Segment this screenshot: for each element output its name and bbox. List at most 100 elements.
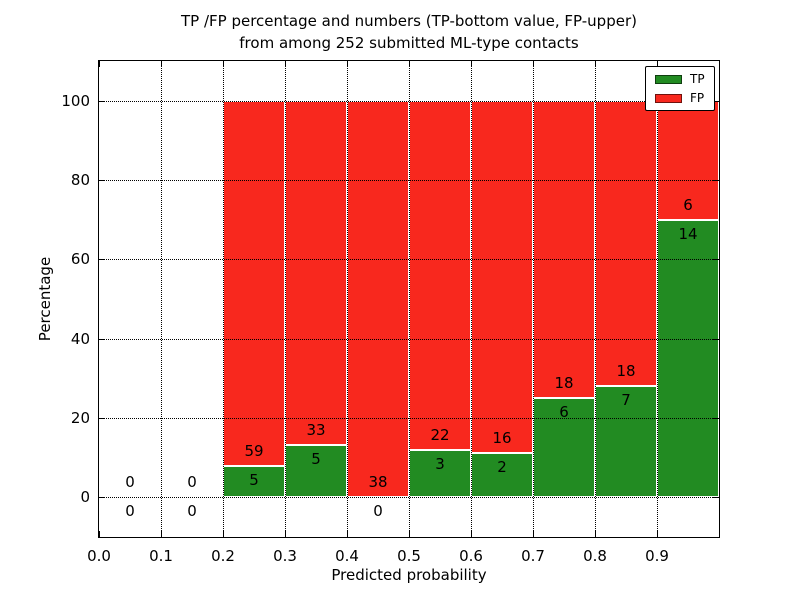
bar-segment-fp [223, 100, 285, 467]
y-tick-label: 100 [61, 91, 90, 110]
x-tick-label: 0.0 [87, 547, 111, 565]
x-tick-label: 0.7 [521, 547, 545, 565]
bar-segment-fp [595, 100, 657, 387]
fp-count-label: 0 [187, 473, 197, 492]
y-tick-right [713, 180, 719, 181]
tp-count-label: 6 [559, 403, 569, 422]
legend-swatch-fp [655, 93, 682, 103]
chart-title-line2: from among 252 submitted ML-type contact… [239, 34, 579, 52]
y-tick-label: 40 [70, 329, 90, 348]
x-tick-label: 0.9 [645, 547, 669, 565]
bar-segment-tp [471, 453, 533, 498]
tp-count-label: 0 [125, 502, 135, 521]
fp-count-label: 0 [125, 473, 135, 492]
x-tick-label: 0.1 [149, 547, 173, 565]
x-tick-top [285, 61, 286, 67]
gridline-vertical [657, 61, 658, 537]
legend: TP FP [645, 66, 715, 111]
x-tick [533, 531, 534, 537]
x-tick-top [595, 61, 596, 67]
y-tick-label: 0 [80, 488, 90, 507]
x-tick-top [533, 61, 534, 67]
y-axis-label: Percentage [36, 256, 54, 342]
bar-segment-fp [533, 100, 595, 399]
fp-count-label: 38 [368, 473, 388, 492]
bar-segment-fp [471, 100, 533, 454]
tp-count-label: 5 [249, 471, 259, 490]
x-tick-top [161, 61, 162, 67]
tp-count-label: 3 [435, 454, 445, 473]
plot-area: 0 0 0 0 59 5 33 5 38 0 22 3 16 2 18 6 18 7 6 14 [98, 60, 720, 538]
tp-count-label: 7 [621, 391, 631, 410]
x-tick-label: 0.6 [459, 547, 483, 565]
fp-count-label: 59 [244, 442, 264, 461]
tp-count-label: 2 [497, 458, 507, 477]
fp-count-label: 6 [683, 195, 693, 214]
x-tick [285, 531, 286, 537]
gridline-vertical [595, 61, 596, 537]
y-tick [99, 259, 105, 261]
fp-count-label: 22 [430, 425, 450, 444]
gridline-vertical [533, 61, 534, 537]
x-tick-top [99, 61, 100, 67]
tp-count-label: 14 [678, 224, 698, 243]
x-tick [657, 531, 658, 537]
y-tick-right [713, 100, 719, 102]
tp-count-label: 0 [373, 502, 383, 521]
x-tick [161, 531, 162, 537]
fp-count-label: 33 [306, 421, 326, 440]
y-tick [99, 418, 105, 419]
x-tick [99, 531, 100, 537]
y-tick [99, 497, 105, 499]
y-tick-right [713, 338, 719, 340]
gridline-vertical [471, 61, 472, 537]
y-tick [99, 338, 105, 340]
bar-segment-tp [657, 219, 719, 498]
x-tick [409, 531, 410, 537]
tp-count-label: 0 [187, 502, 197, 521]
bar-segment-fp [347, 100, 409, 498]
x-tick [223, 531, 224, 537]
tp-count-label: 5 [311, 450, 321, 469]
x-tick [347, 531, 348, 537]
x-tick-label: 0.2 [211, 547, 235, 565]
bar-segment-tp [285, 445, 347, 498]
gridline-vertical [285, 61, 286, 537]
x-tick-label: 0.8 [583, 547, 607, 565]
x-tick-top [223, 61, 224, 67]
gridline-vertical [409, 61, 410, 537]
gridline-vertical [347, 61, 348, 537]
legend-label-tp: TP [690, 72, 705, 86]
x-tick [595, 531, 596, 537]
chart-title: TP /FP percentage and numbers (TP-bottom… [98, 10, 720, 54]
x-tick-top [657, 61, 658, 67]
fp-count-label: 18 [554, 374, 574, 393]
gridline-vertical [223, 61, 224, 537]
x-tick-top [471, 61, 472, 67]
x-tick-label: 0.5 [397, 547, 421, 565]
gridline-vertical [161, 61, 162, 537]
y-tick-right [713, 497, 719, 499]
legend-swatch-tp [655, 74, 682, 84]
y-tick [99, 100, 105, 102]
y-tick-label: 80 [70, 171, 90, 189]
x-tick-top [347, 61, 348, 67]
x-tick-label: 0.4 [335, 547, 359, 565]
x-tick-top [409, 61, 410, 67]
chart-title-line1: TP /FP percentage and numbers (TP-bottom… [181, 12, 637, 30]
bar-segment-fp [285, 100, 347, 446]
bar-segment-tp [223, 466, 285, 498]
fp-count-label: 16 [492, 429, 512, 448]
bar-segment-fp [409, 100, 471, 450]
y-tick-label: 60 [70, 250, 90, 269]
y-tick [99, 180, 105, 181]
y-tick-label: 20 [70, 409, 90, 427]
x-tick-label: 0.3 [273, 547, 297, 565]
legend-entry-fp: FP [655, 92, 705, 104]
bar-segment-tp [595, 386, 657, 498]
legend-label-fp: FP [690, 91, 705, 105]
y-tick-right [713, 259, 719, 261]
x-tick [471, 531, 472, 537]
legend-entry-tp: TP [655, 73, 705, 85]
